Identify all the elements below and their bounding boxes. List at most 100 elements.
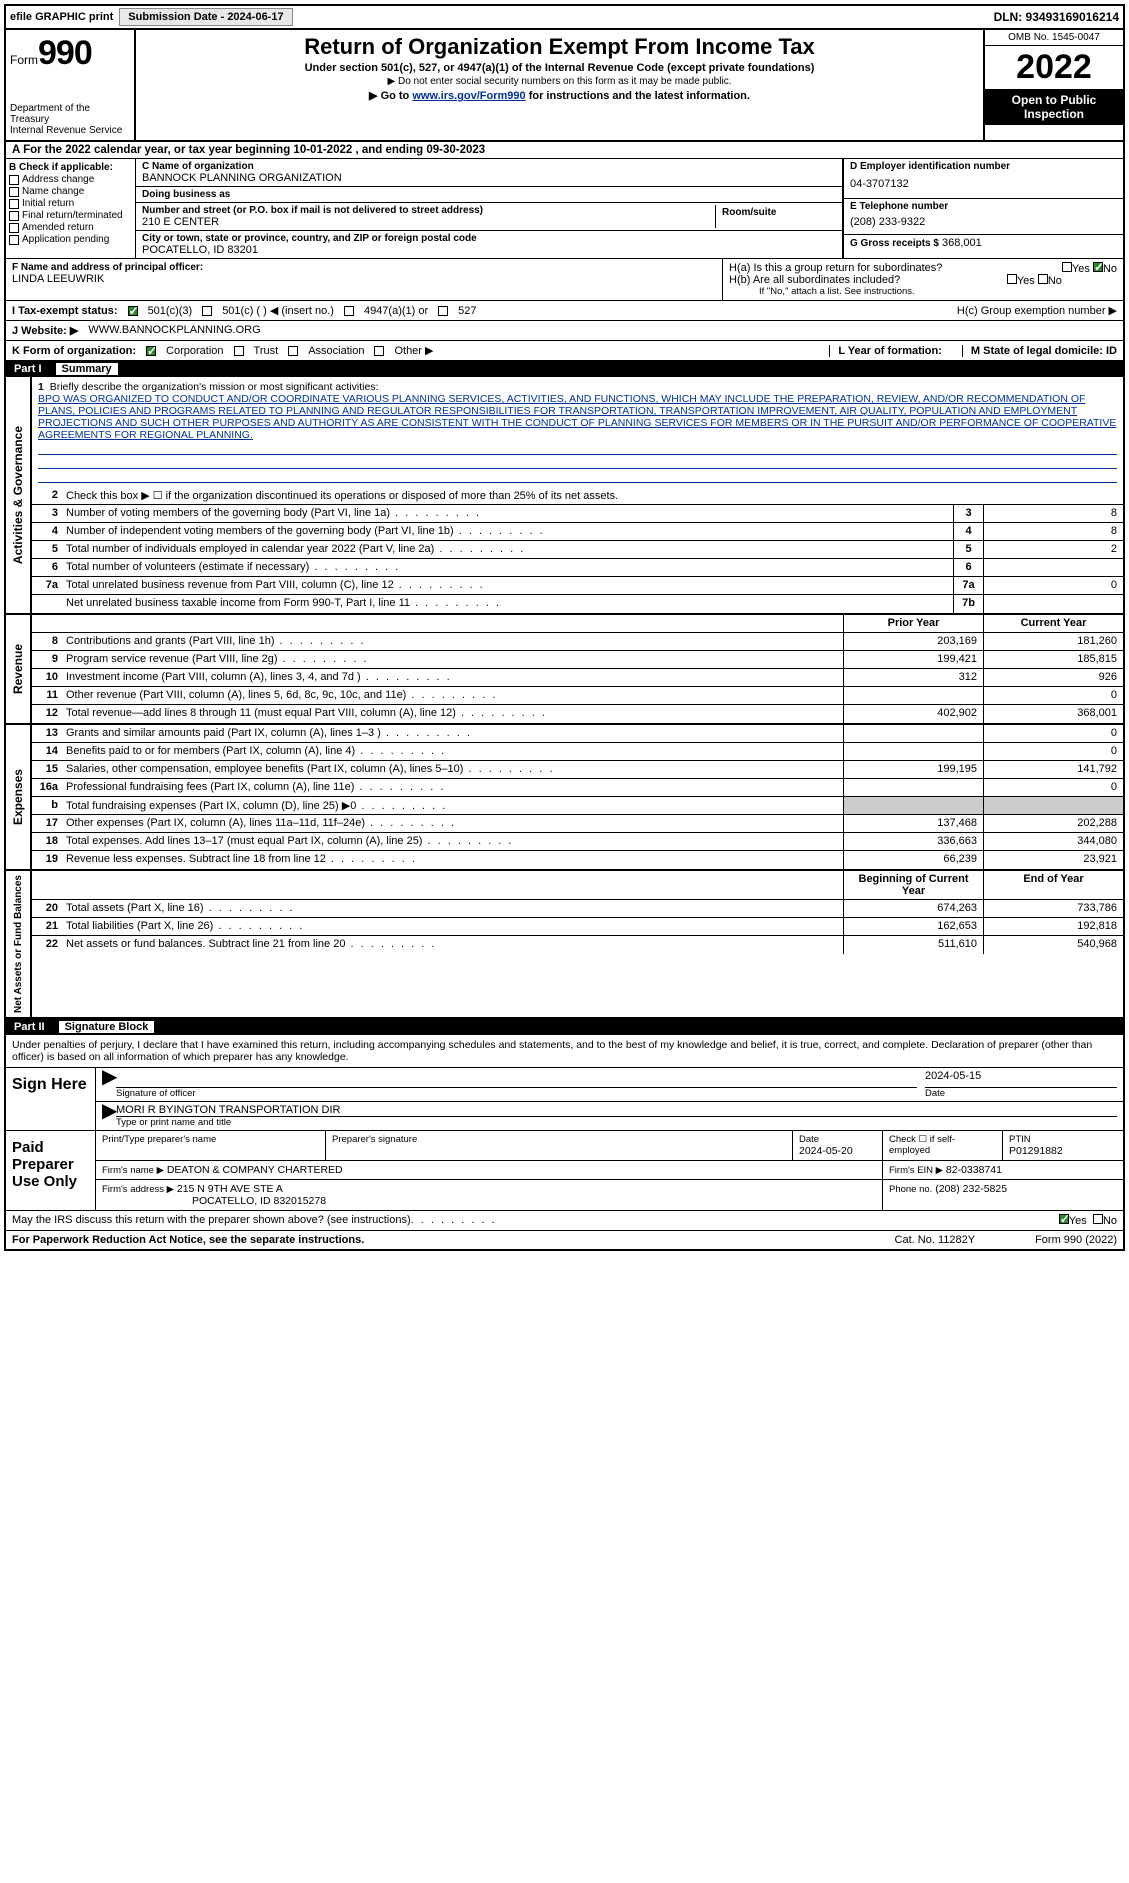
discuss-no[interactable]: [1093, 1214, 1103, 1224]
hc-label: H(c) Group exemption number ▶: [957, 304, 1117, 317]
sig-officer-label: Signature of officer: [116, 1088, 917, 1099]
note2-post: for instructions and the latest informat…: [526, 90, 750, 102]
header-left: Form 990 Department of the Treasury Inte…: [6, 30, 136, 140]
note2-pre: ▶ Go to: [369, 90, 412, 102]
m-label: M State of legal domicile: ID: [971, 345, 1117, 357]
ha-no[interactable]: [1093, 262, 1103, 272]
header-title-block: Return of Organization Exempt From Incom…: [136, 30, 983, 140]
arrow-icon: ▶: [102, 1104, 116, 1128]
irs-label: Internal Revenue Service: [10, 125, 130, 136]
l-label: L Year of formation:: [838, 345, 942, 357]
checkbox-initial-return[interactable]: [9, 199, 19, 209]
f-label: F Name and address of principal officer:: [12, 262, 716, 273]
part2-header: Part II Signature Block: [6, 1019, 1123, 1035]
k-label: K Form of organization:: [12, 345, 136, 357]
ein-label: D Employer identification number: [850, 161, 1117, 172]
discuss-text: May the IRS discuss this return with the…: [12, 1214, 411, 1227]
ha-yes[interactable]: [1062, 262, 1072, 272]
mission-block: 1 Briefly describe the organization's mi…: [32, 377, 1123, 487]
efile-label: efile GRAPHIC print: [10, 11, 113, 23]
current-year-hdr: Current Year: [983, 615, 1123, 632]
info-grid: B Check if applicable: Address change Na…: [6, 159, 1123, 259]
chk-527[interactable]: [438, 306, 448, 316]
i-label: I Tax-exempt status:: [12, 305, 118, 317]
line2-text: Check this box ▶ ☐ if the organization d…: [62, 487, 1123, 504]
checkbox-application-pending[interactable]: [9, 235, 19, 245]
instructions-link-row: ▶ Go to www.irs.gov/Form990 for instruct…: [140, 89, 979, 102]
hb-no[interactable]: [1038, 274, 1048, 284]
k-row: K Form of organization: Corporation Trus…: [6, 341, 1123, 361]
discuss-row: May the IRS discuss this return with the…: [6, 1211, 1123, 1231]
submission-date-button[interactable]: Submission Date - 2024-06-17: [119, 8, 292, 26]
checkbox-address-change[interactable]: [9, 175, 19, 185]
chk-assoc[interactable]: [288, 346, 298, 356]
inspection-badge: Open to Public Inspection: [985, 89, 1123, 125]
name-title-label: Type or print name and title: [116, 1117, 1117, 1128]
chk-501c[interactable]: [202, 306, 212, 316]
city-label: City or town, state or province, country…: [142, 233, 836, 244]
phone-label: E Telephone number: [850, 201, 1117, 212]
part1-title: Summary: [56, 363, 118, 375]
discuss-yes[interactable]: [1059, 1214, 1069, 1224]
sig-date: 2024-05-15: [925, 1070, 1117, 1088]
beg-year-hdr: Beginning of Current Year: [843, 871, 983, 899]
expenses-section: Expenses 13Grants and similar amounts pa…: [6, 725, 1123, 871]
chk-other[interactable]: [374, 346, 384, 356]
part2-title: Signature Block: [59, 1021, 155, 1033]
omb-number: OMB No. 1545-0047: [985, 30, 1123, 46]
org-info: C Name of organization BANNOCK PLANNING …: [136, 159, 1123, 258]
addr-label: Number and street (or P.O. box if mail i…: [142, 205, 715, 216]
hb-yes[interactable]: [1007, 274, 1017, 284]
addr-val: 210 E CENTER: [142, 216, 715, 228]
form-number: 990: [38, 34, 92, 73]
city-val: POCATELLO, ID 83201: [142, 244, 836, 256]
principal-officer: F Name and address of principal officer:…: [6, 259, 723, 300]
group-return: H(a) Is this a group return for subordin…: [723, 259, 1123, 300]
col-b-header: B Check if applicable:: [9, 162, 132, 173]
part1-label: Part I: [14, 363, 42, 375]
f-name: LINDA LEEUWRIK: [12, 273, 716, 285]
revenue-section: Revenue Prior Year Current Year 8Contrib…: [6, 615, 1123, 725]
arrow-icon: ▶: [102, 1070, 116, 1099]
irs-link[interactable]: www.irs.gov/Form990: [412, 90, 525, 102]
sign-here-row: Sign Here ▶ Signature of officer 2024-05…: [6, 1068, 1123, 1131]
form-container: efile GRAPHIC print Submission Date - 20…: [4, 4, 1125, 1251]
chk-corp[interactable]: [146, 346, 156, 356]
ha-label: H(a) Is this a group return for subordin…: [729, 262, 942, 274]
gross-val: 368,001: [942, 237, 982, 249]
checkbox-name-change[interactable]: [9, 187, 19, 197]
website-val: WWW.BANNOCKPLANNING.ORG: [88, 324, 260, 337]
checkbox-amended[interactable]: [9, 223, 19, 233]
website-row: J Website: ▶ WWW.BANNOCKPLANNING.ORG: [6, 321, 1123, 341]
header-right: OMB No. 1545-0047 2022 Open to Public In…: [983, 30, 1123, 140]
date-label: Date: [925, 1088, 1117, 1099]
activities-section: Activities & Governance 1 Briefly descri…: [6, 377, 1123, 615]
org-name: BANNOCK PLANNING ORGANIZATION: [142, 172, 836, 184]
officer-name: MORI R BYINGTON TRANSPORTATION DIR: [116, 1104, 1117, 1117]
chk-trust[interactable]: [234, 346, 244, 356]
tax-year: 2022: [985, 46, 1123, 89]
form-prefix: Form: [10, 53, 38, 67]
checkbox-final-return[interactable]: [9, 211, 19, 221]
ssn-note: ▶ Do not enter social security numbers o…: [140, 76, 979, 87]
hb-label: H(b) Are all subordinates included?: [729, 274, 900, 286]
tax-exempt-row: I Tax-exempt status: 501(c)(3) 501(c) ( …: [6, 301, 1123, 321]
room-label: Room/suite: [722, 207, 830, 218]
paid-preparer-row: Paid Preparer Use Only Print/Type prepar…: [6, 1131, 1123, 1211]
ein-val: 04-3707132: [850, 172, 1117, 196]
dln-label: DLN: 93493169016214: [994, 10, 1119, 24]
period-row: A For the 2022 calendar year, or tax yea…: [6, 142, 1123, 159]
chk-4947[interactable]: [344, 306, 354, 316]
check-if-applicable: B Check if applicable: Address change Na…: [6, 159, 136, 258]
activities-label: Activities & Governance: [6, 377, 32, 613]
prior-year-hdr: Prior Year: [843, 615, 983, 632]
part1-header: Part I Summary: [6, 361, 1123, 377]
dept-treasury: Department of the Treasury: [10, 103, 130, 125]
netassets-section: Net Assets or Fund Balances Beginning of…: [6, 871, 1123, 1019]
hb-note: If "No," attach a list. See instructions…: [729, 286, 1117, 297]
chk-501c3[interactable]: [128, 306, 138, 316]
form-subtitle: Under section 501(c), 527, or 4947(a)(1)…: [140, 62, 979, 74]
form-header: Form 990 Department of the Treasury Inte…: [6, 30, 1123, 142]
dba-label: Doing business as: [142, 189, 836, 200]
cat-no: Cat. No. 11282Y: [895, 1234, 976, 1246]
